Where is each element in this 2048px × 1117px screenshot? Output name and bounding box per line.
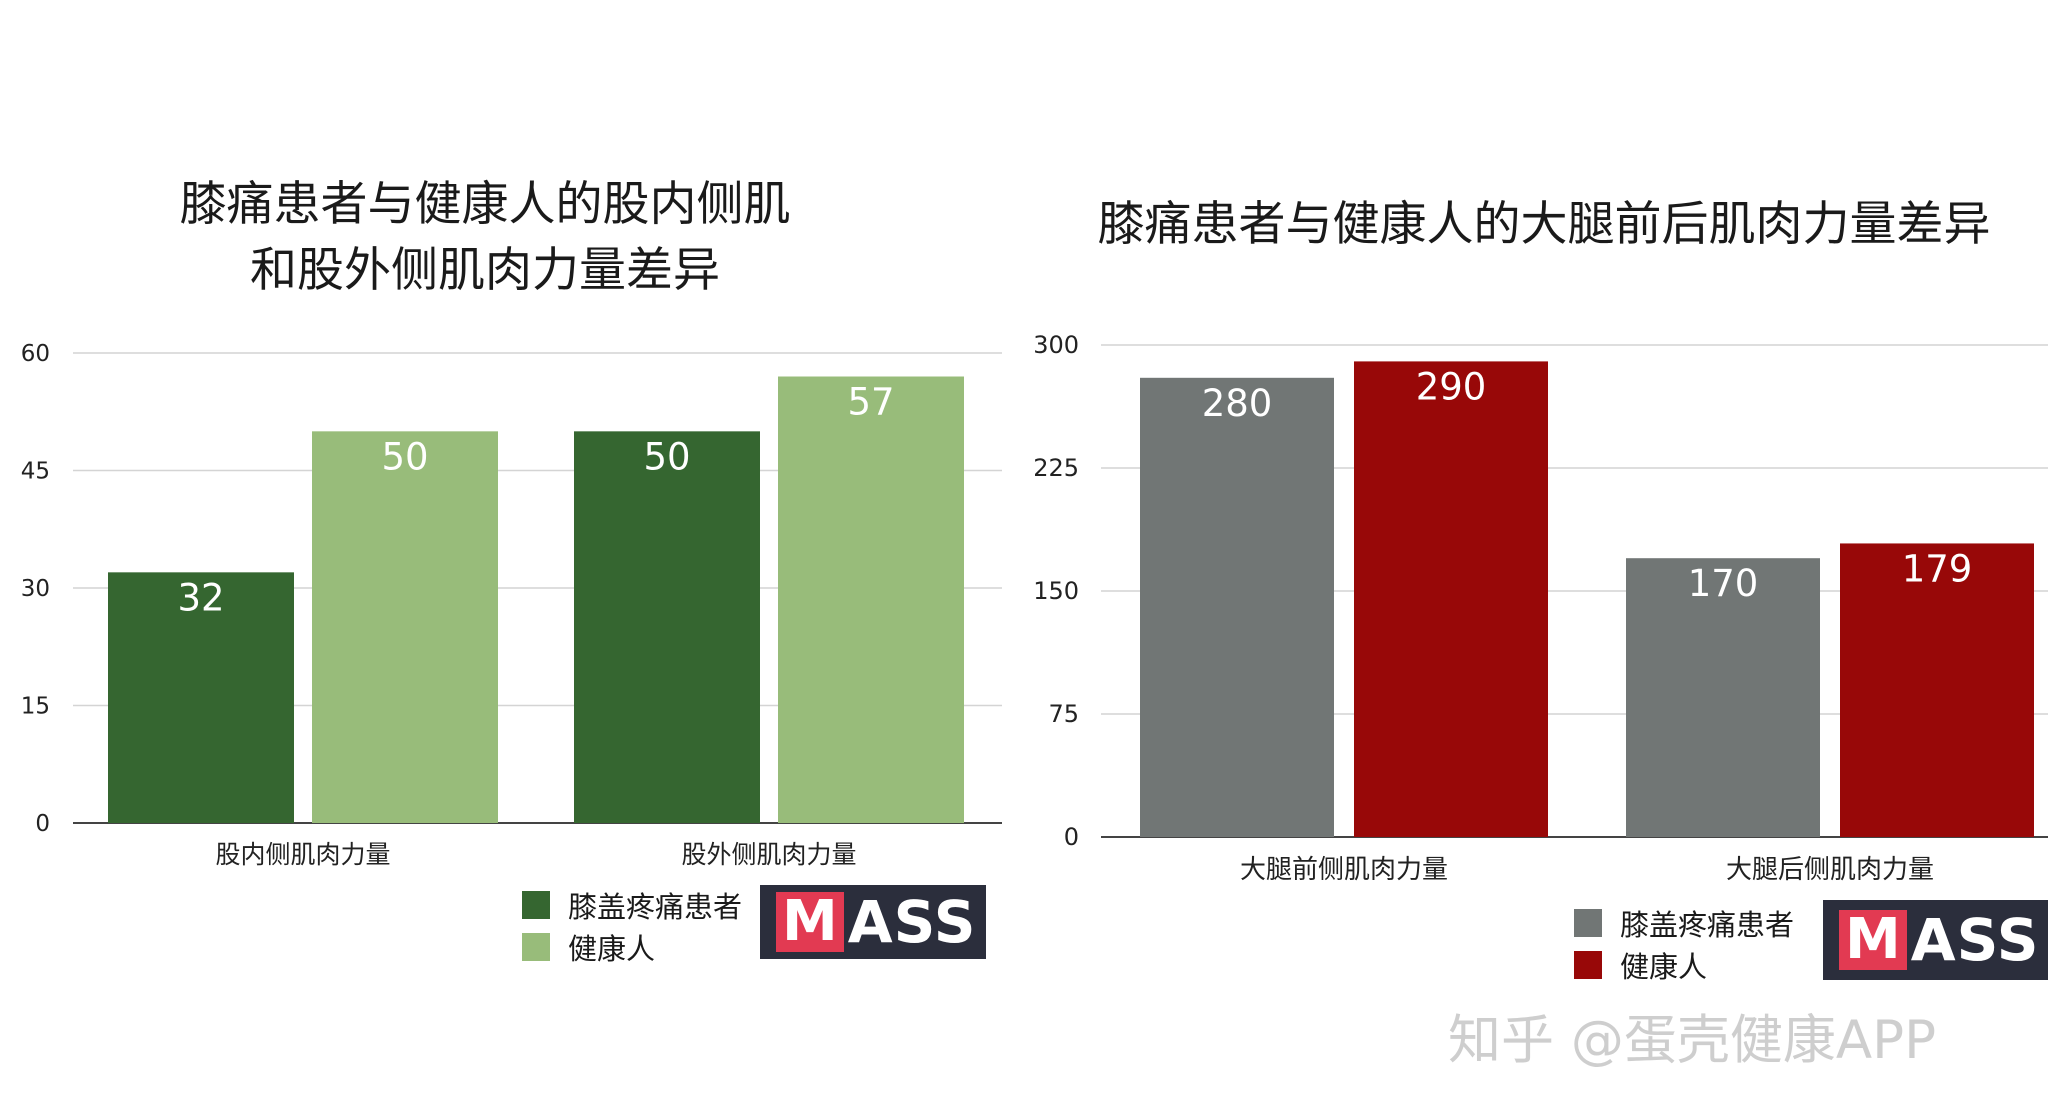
legend-label-healthy: 健康人 bbox=[568, 932, 656, 966]
y-tick-label: 0 bbox=[1064, 823, 1079, 851]
mass-logo-m: M bbox=[776, 892, 844, 952]
bar bbox=[1840, 543, 2034, 837]
legend: 膝盖疼痛患者 健康人 bbox=[1574, 902, 1794, 986]
y-tick-label: 75 bbox=[1048, 700, 1079, 728]
y-tick-label: 0 bbox=[35, 811, 50, 837]
chart-panel-left: 膝痛患者与健康人的股内侧肌 和股外侧肌肉力量差异 0 15 30 45 60 32 50 50… bbox=[21, 172, 1002, 968]
data-label: 50 bbox=[381, 435, 428, 478]
bar-chart-left: 0 15 30 45 60 32 50 50 57 股内侧肌肉力量 股外侧肌肉力量 bbox=[21, 341, 1002, 869]
legend-swatch-patients bbox=[1574, 909, 1602, 937]
bar-chart-right: 0 75 150 225 300 280 170 290 179 大腿前侧肌肉力量 大腿后侧肌肉力量 bbox=[1033, 331, 2048, 885]
data-label: 179 bbox=[1902, 547, 1973, 590]
data-label: 170 bbox=[1688, 562, 1759, 605]
data-label: 50 bbox=[643, 435, 690, 478]
mass-logo: M ASS bbox=[760, 885, 986, 959]
y-tick-label: 150 bbox=[1033, 577, 1079, 605]
chart-panel-right: 膝痛患者与健康人的大腿前后肌肉力量差异 0 75 150 225 300 280 170 29… bbox=[1024, 0, 2048, 1117]
legend-item-healthy: 健康人 bbox=[1574, 944, 1794, 986]
data-label: 32 bbox=[177, 576, 224, 619]
bar bbox=[1140, 377, 1334, 837]
legend-label-patients: 膝盖疼痛患者 bbox=[1620, 908, 1795, 942]
mass-logo-rest: ASS bbox=[847, 888, 977, 956]
data-label: 290 bbox=[1416, 365, 1487, 408]
y-tick-label: 45 bbox=[21, 459, 50, 485]
bar bbox=[108, 572, 294, 823]
y-tick-label: 15 bbox=[21, 694, 50, 720]
bar bbox=[1626, 558, 1820, 837]
mass-logo-m: M bbox=[1839, 910, 1907, 970]
legend-item-healthy: 健康人 bbox=[522, 926, 742, 968]
y-tick-label: 225 bbox=[1033, 454, 1079, 482]
legend-swatch-patients bbox=[522, 891, 550, 919]
legend-item-patients: 膝盖疼痛患者 bbox=[522, 884, 742, 926]
y-tick-label: 30 bbox=[21, 576, 50, 602]
legend: 膝盖疼痛患者 健康人 bbox=[522, 884, 742, 968]
chart-title: 膝痛患者与健康人的大腿前后肌肉力量差异 bbox=[1044, 192, 2044, 258]
chart-title-line-1: 膝痛患者与健康人的股内侧肌 bbox=[179, 177, 791, 232]
y-tick-label: 300 bbox=[1033, 331, 1079, 359]
x-tick-label: 大腿后侧肌肉力量 bbox=[1726, 855, 1934, 885]
bar bbox=[778, 376, 964, 823]
y-tick-label: 60 bbox=[21, 341, 50, 367]
x-tick-label: 股外侧肌肉力量 bbox=[681, 840, 856, 869]
data-label: 280 bbox=[1202, 382, 1273, 425]
chart-title-line-2: 和股外侧肌肉力量差异 bbox=[250, 243, 720, 298]
mass-logo-rest: ASS bbox=[1910, 906, 2040, 974]
chart-title-line-1: 膝痛患者与健康人的大腿前后肌肉力量差异 bbox=[1097, 197, 1991, 252]
legend-label-healthy: 健康人 bbox=[1620, 950, 1708, 984]
legend-swatch-healthy bbox=[522, 933, 550, 961]
bar bbox=[312, 431, 498, 823]
watermark: 知乎 @蛋壳健康APP bbox=[1448, 1010, 1937, 1071]
legend-swatch-healthy bbox=[1574, 951, 1602, 979]
legend-item-patients: 膝盖疼痛患者 bbox=[1574, 902, 1794, 944]
bar bbox=[1354, 361, 1548, 837]
legend-label-patients: 膝盖疼痛患者 bbox=[568, 890, 743, 924]
chart-title: 膝痛患者与健康人的股内侧肌 和股外侧肌肉力量差异 bbox=[100, 172, 870, 304]
data-label: 57 bbox=[847, 381, 894, 424]
bar bbox=[574, 431, 760, 823]
x-tick-label: 大腿前侧肌肉力量 bbox=[1240, 855, 1448, 885]
mass-logo: M ASS bbox=[1823, 900, 2048, 980]
x-tick-label: 股内侧肌肉力量 bbox=[215, 840, 390, 869]
